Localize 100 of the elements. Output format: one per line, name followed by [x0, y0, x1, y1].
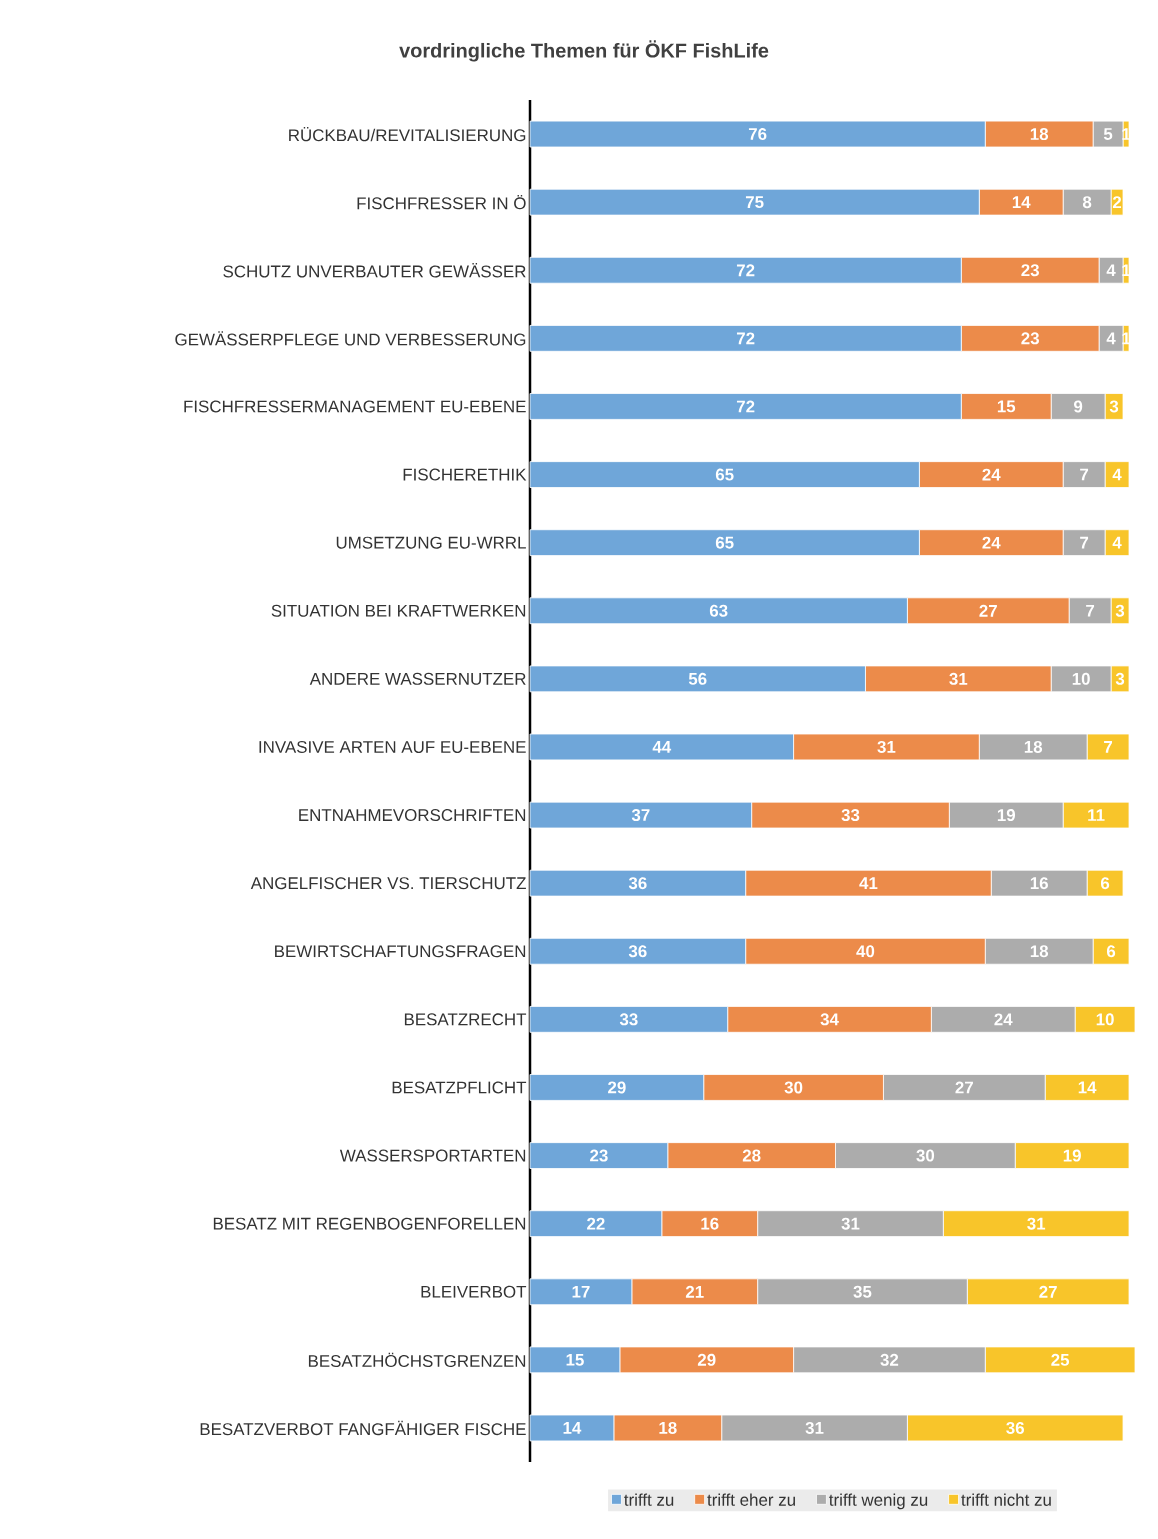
y-tick-label: FISCHFRESSERMANAGEMENT EU-EBENE [184, 400, 526, 413]
legend-label: trifft zu [624, 1493, 674, 1506]
data-label: 31 [877, 740, 896, 753]
y-tick-label: INVASIVE ARTEN AUF EU-EBENE [259, 740, 526, 753]
data-label: 5 [1103, 128, 1113, 140]
data-label: 33 [619, 1013, 638, 1026]
y-tick-label: BLEIVERBOT [421, 1285, 527, 1298]
y-tick-label: SCHUTZ UNVERBAUTER GEWÄSSER [223, 263, 526, 278]
data-label: 22 [587, 1217, 605, 1230]
data-label: 18 [1030, 945, 1049, 958]
data-label: 16 [701, 1217, 719, 1230]
legend-label: trifft wenig zu [829, 1493, 928, 1510]
y-tick-label: ANDERE WASSERNUTZER [309, 672, 526, 685]
data-label: 72 [736, 400, 755, 413]
data-label: 30 [916, 1149, 935, 1162]
data-label: 33 [841, 809, 860, 822]
data-label: 3 [1109, 400, 1119, 413]
data-label: 10 [1072, 672, 1090, 685]
y-tick-label: BESATZHÖCHSTGRENZEN [308, 1352, 526, 1368]
data-label: 36 [1006, 1421, 1025, 1434]
data-label: 36 [628, 877, 647, 890]
data-label: 3 [1115, 672, 1125, 685]
data-label: 7 [1080, 468, 1089, 481]
y-tick-label: RÜCKBAU/REVITALISIERUNG [289, 126, 526, 142]
data-label: 24 [982, 536, 1001, 549]
data-label: 23 [1021, 332, 1039, 345]
y-tick-label: WASSERSPORTARTEN [339, 1149, 526, 1162]
data-label: 63 [709, 604, 728, 617]
y-tick-label: ENTNAHMEVORSCHRIFTEN [299, 809, 526, 822]
data-label: 72 [736, 332, 755, 345]
data-label: 23 [590, 1149, 608, 1162]
data-label: 32 [880, 1353, 899, 1366]
data-label: 19 [997, 809, 1016, 822]
data-label: 18 [1030, 128, 1049, 141]
data-label: 65 [715, 536, 734, 549]
data-label: 6 [1100, 877, 1110, 890]
y-tick-label: SITUATION BEI KRAFTWERKEN [271, 604, 526, 617]
data-label: 25 [1051, 1353, 1070, 1366]
data-label: 31 [805, 1421, 824, 1434]
data-label: 41 [859, 877, 878, 889]
data-label: 31 [1027, 1217, 1046, 1230]
data-label: 36 [628, 945, 647, 958]
data-label: 6 [1106, 945, 1116, 958]
y-tick-label: BESATZRECHT [404, 1013, 527, 1026]
data-label: 35 [853, 1285, 872, 1298]
data-label: 15 [997, 400, 1016, 413]
legend-label: trifft nicht zu [961, 1493, 1051, 1506]
chart-title: vordringliche Themen für ÖKF FishLife [399, 40, 769, 62]
y-tick-label: FISCHFRESSER IN Ö [357, 194, 526, 210]
y-tick-label: ANGELFISCHER VS. TIERSCHUTZ [250, 877, 526, 890]
data-label: 56 [688, 672, 707, 685]
y-tick-label: BESATZ MIT REGENBOGENFORELLEN [213, 1217, 526, 1230]
data-label: 31 [949, 672, 968, 685]
data-label: 27 [979, 604, 997, 617]
data-label: 29 [608, 1081, 626, 1094]
data-label: 7 [1080, 536, 1089, 549]
data-label: 2 [1112, 196, 1122, 209]
data-label: 75 [745, 196, 764, 209]
data-label: 29 [697, 1353, 716, 1366]
data-label: 14 [563, 1422, 582, 1434]
y-tick-label: FISCHERETHIK [403, 468, 527, 481]
data-label: 19 [1063, 1149, 1081, 1162]
data-label: 7 [1086, 604, 1095, 617]
y-tick-label: BESATZVERBOT FANGFÄHIGER FISCHE [200, 1420, 526, 1436]
data-label: 18 [1024, 740, 1043, 753]
data-label: 9 [1073, 400, 1083, 413]
data-label: 44 [652, 741, 672, 753]
data-label: 4 [1112, 536, 1122, 549]
data-label: 8 [1082, 196, 1092, 209]
data-label: 17 [572, 1285, 590, 1298]
data-label: 23 [1021, 264, 1039, 277]
data-label: 40 [856, 945, 875, 958]
y-tick-label: BEWIRTSCHAFTUNGSFRAGEN [275, 945, 526, 958]
data-label: 15 [566, 1353, 584, 1366]
data-label: 21 [685, 1285, 704, 1298]
data-label: 4 [1106, 264, 1116, 277]
data-label: 27 [955, 1081, 973, 1094]
data-label: 28 [742, 1149, 761, 1162]
data-label: 14 [1078, 1081, 1097, 1094]
data-label: 4 [1112, 468, 1122, 481]
data-label: 16 [1030, 877, 1048, 890]
data-label: 76 [748, 128, 767, 141]
data-label: 34 [820, 1013, 839, 1026]
y-tick-label: GEWÄSSERPFLEGE UND VERBESSERUNG [175, 331, 526, 346]
data-label: 72 [736, 264, 755, 277]
data-label: 31 [841, 1217, 860, 1230]
data-label: 14 [1012, 196, 1031, 208]
data-label: 10 [1096, 1013, 1114, 1026]
data-label: 30 [784, 1081, 803, 1094]
data-label: 24 [982, 468, 1001, 481]
data-label: 65 [715, 468, 734, 481]
data-label: 11 [1088, 809, 1105, 821]
data-label: 24 [994, 1013, 1013, 1026]
data-label: 27 [1039, 1285, 1057, 1298]
data-label: 18 [659, 1421, 677, 1434]
data-label: 7 [1104, 741, 1113, 753]
data-label: 3 [1115, 604, 1125, 617]
data-label: 37 [631, 809, 650, 822]
data-label: 4 [1106, 332, 1116, 345]
legend-label: trifft eher zu [707, 1493, 795, 1506]
